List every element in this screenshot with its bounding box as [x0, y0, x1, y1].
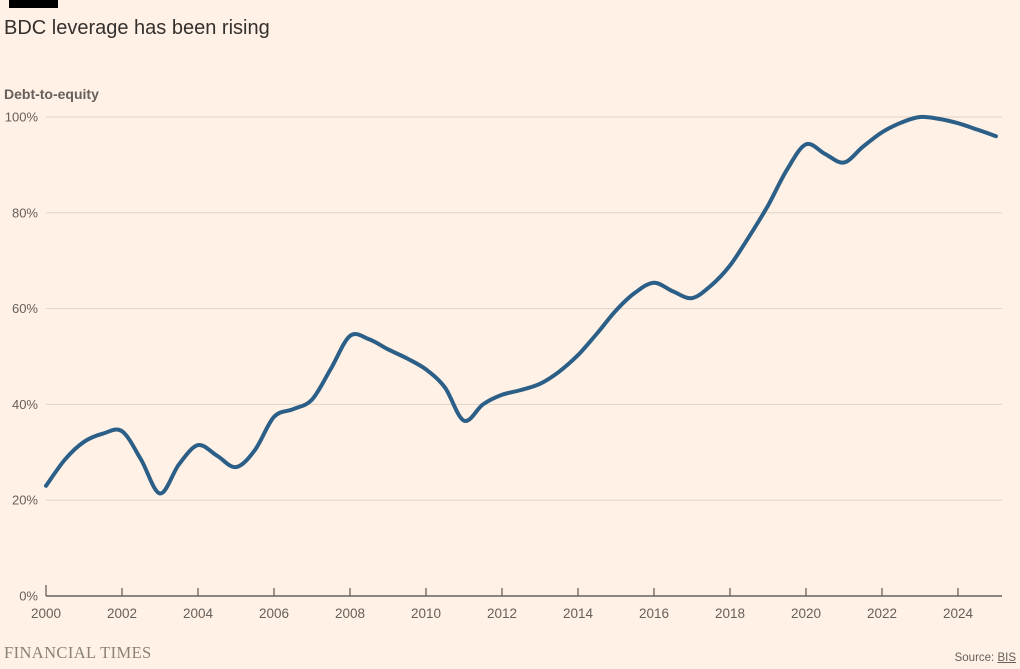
- x-tick-label: 2024: [943, 606, 974, 621]
- x-tick-label: 2012: [487, 606, 517, 621]
- chart-title: BDC leverage has been rising: [4, 17, 270, 39]
- y-tick-label: 40%: [12, 397, 38, 412]
- y-axis-title: Debt-to-equity: [4, 86, 99, 102]
- x-tick-label: 2014: [563, 606, 594, 621]
- y-tick-label: 0%: [19, 589, 38, 604]
- ft-logo-text: FINANCIAL TIMES: [4, 643, 152, 662]
- y-tick-label: 20%: [12, 493, 38, 508]
- x-tick-label: 2004: [183, 606, 214, 621]
- top-accent-bar: [9, 0, 58, 8]
- x-tick-label: 2002: [107, 606, 137, 621]
- debt-to-equity-line: [44, 114, 998, 496]
- x-tick-label: 2016: [639, 606, 669, 621]
- y-tick-label: 80%: [12, 205, 38, 220]
- source-link[interactable]: BIS: [997, 652, 1016, 664]
- source-note: Source: BIS: [955, 652, 1016, 664]
- x-tick-label: 2010: [411, 606, 441, 621]
- x-tick-label: 2000: [31, 606, 61, 621]
- y-tick-label: 100%: [5, 110, 39, 125]
- y-tick-label: 60%: [12, 301, 38, 316]
- source-label: Source:: [954, 652, 995, 664]
- x-tick-label: 2022: [867, 606, 897, 621]
- x-tick-label: 2018: [715, 606, 745, 621]
- x-tick-label: 2006: [259, 606, 289, 621]
- x-tick-label: 2020: [791, 606, 821, 621]
- x-tick-label: 2008: [335, 606, 365, 621]
